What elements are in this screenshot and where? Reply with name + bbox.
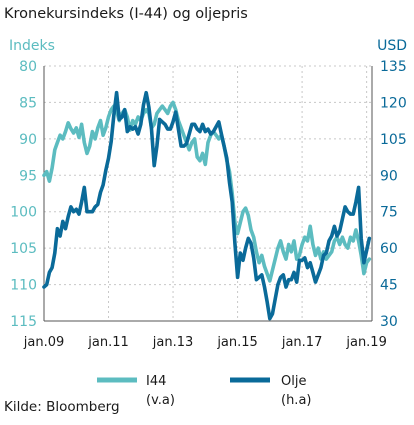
right-tick-label: 120 bbox=[380, 95, 407, 111]
chart-title: Kronekursindeks (I-44) og oljepris bbox=[4, 6, 248, 22]
left-tick-label: 115 bbox=[10, 314, 37, 330]
legend-sub-i44: (v.a) bbox=[146, 393, 175, 408]
x-tick-label: jan.09 bbox=[23, 335, 65, 350]
right-tick-label: 45 bbox=[380, 278, 398, 294]
legend-label-olje: Olje bbox=[281, 374, 306, 389]
left-tick-label: 100 bbox=[10, 205, 37, 221]
x-tick-label: jan.15 bbox=[216, 335, 258, 350]
left-tick-label: 105 bbox=[10, 241, 37, 257]
right-tick-label: 105 bbox=[380, 132, 407, 148]
left-tick-label: 90 bbox=[19, 132, 37, 148]
left-tick-label: 110 bbox=[10, 278, 37, 294]
x-tick-label: jan.17 bbox=[281, 335, 323, 350]
right-axis-ticks: 135 120 105 90 75 60 45 30 bbox=[380, 59, 407, 330]
left-axis-title: Indeks bbox=[9, 38, 55, 54]
right-tick-label: 30 bbox=[380, 314, 398, 330]
series-line-olje bbox=[42, 90, 372, 321]
source-note: Kilde: Bloomberg bbox=[4, 399, 120, 415]
grid-lines bbox=[43, 65, 372, 322]
x-tick-label: jan.13 bbox=[152, 335, 194, 350]
left-axis-ticks: 80 85 90 95 100 105 110 115 bbox=[10, 59, 37, 330]
x-axis-ticks: jan.09 jan.11 jan.13 jan.15 jan.17 jan.19 bbox=[23, 335, 387, 350]
right-tick-label: 135 bbox=[380, 59, 407, 75]
series-lines bbox=[42, 90, 372, 321]
right-tick-label: 75 bbox=[380, 205, 398, 221]
x-tick-label: jan.19 bbox=[345, 335, 387, 350]
left-tick-label: 80 bbox=[19, 59, 37, 75]
right-tick-label: 90 bbox=[380, 168, 398, 184]
legend-label-i44: I44 bbox=[146, 374, 166, 389]
legend-sub-olje: (h.a) bbox=[281, 393, 311, 408]
left-tick-label: 85 bbox=[19, 95, 37, 111]
legend: I44 (v.a) Olje (h.a) bbox=[97, 374, 311, 408]
right-axis-title: USD bbox=[377, 38, 407, 54]
left-tick-label: 95 bbox=[19, 168, 37, 184]
right-tick-label: 60 bbox=[380, 241, 398, 257]
series-line-i44 bbox=[42, 100, 372, 283]
plot-frame bbox=[43, 66, 373, 322]
x-tick-label: jan.11 bbox=[87, 335, 129, 350]
